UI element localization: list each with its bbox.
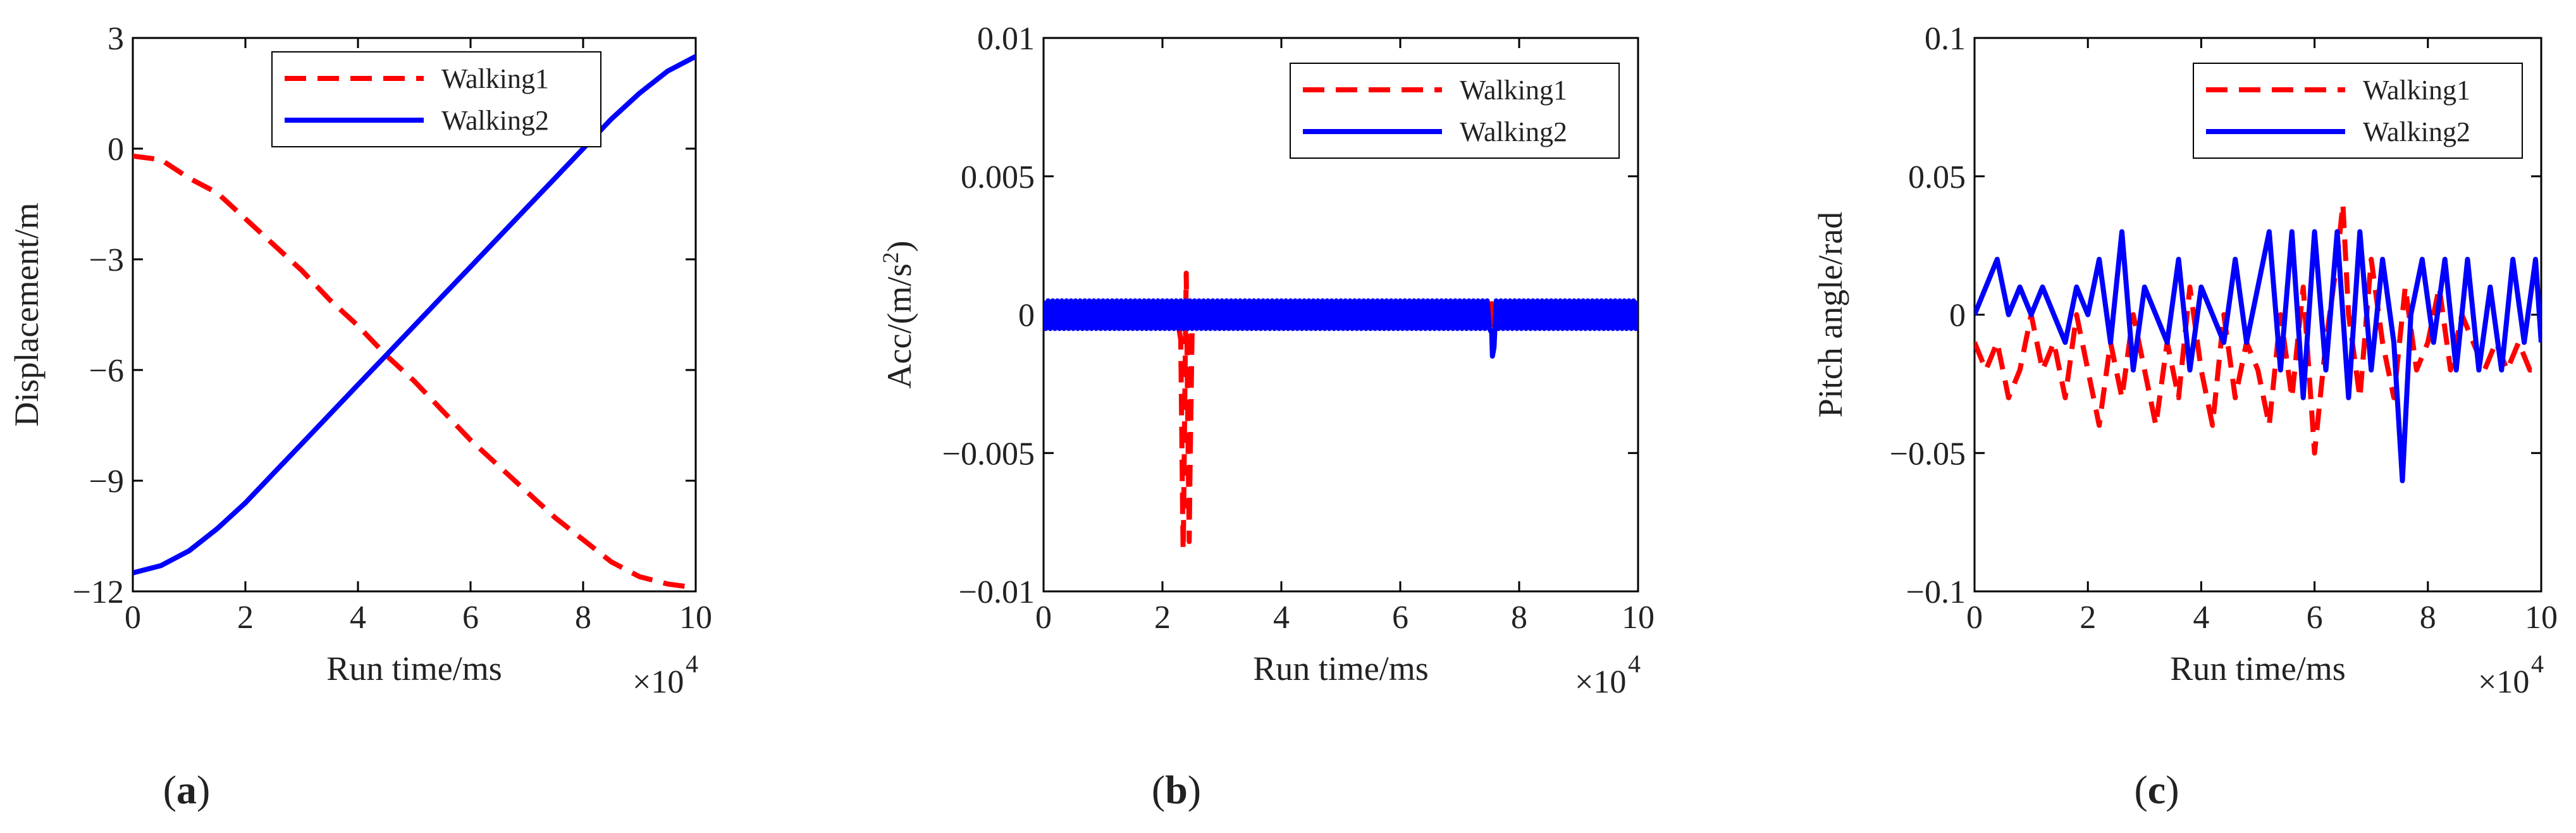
series-group <box>133 54 696 591</box>
y-axis-label-sup: 2 <box>878 252 903 264</box>
legend-label: Walking1 <box>2363 75 2470 106</box>
chart-panel-b: 0 2 4 6 8 10 0.01 0.005 0 −0.005 −0.01 Run time/ms ×… <box>878 21 1655 812</box>
series-line-walking1 <box>133 153 696 591</box>
legend-label: Walking1 <box>441 63 549 94</box>
x-multiplier: ×10 <box>2478 664 2529 700</box>
caption-letter: b <box>1165 767 1188 812</box>
series-group <box>1975 201 2541 483</box>
x-tick-label: 4 <box>1273 600 1290 636</box>
caption-close-paren: ) <box>197 767 210 812</box>
legend-box <box>2193 63 2523 159</box>
x-tick-label: 4 <box>350 600 366 636</box>
y-tick-label: −6 <box>89 353 124 389</box>
x-tick-label: 8 <box>2420 600 2436 636</box>
y-tick-label: 0.01 <box>977 21 1035 57</box>
panel-caption: (c) <box>2134 767 2179 812</box>
y-tick-label: −0.005 <box>942 436 1035 472</box>
y-tick-label: 0.1 <box>1925 21 1966 57</box>
series-line-walking1 <box>1975 201 2541 456</box>
panel-caption: (a) <box>163 767 211 812</box>
x-tick-label: 8 <box>575 600 591 636</box>
x-tick-label: 10 <box>2525 600 2558 636</box>
legend-label: Walking2 <box>2363 116 2470 147</box>
x-multiplier-exponent: 4 <box>2531 650 2544 678</box>
x-multiplier: ×10 <box>632 664 684 700</box>
y-tick-label: −9 <box>89 464 124 500</box>
legend-label: Walking2 <box>441 105 549 136</box>
y-tick-label: 0 <box>108 132 124 168</box>
x-tick-label: 0 <box>1966 600 1983 636</box>
y-tick-label: 0.05 <box>1908 159 1966 195</box>
y-axis-label: Displacement/m <box>8 203 46 427</box>
x-tick-label: 0 <box>125 600 141 636</box>
y-axis-label-main: Acc/(m/s <box>880 264 918 389</box>
x-tick-label: 8 <box>1511 600 1527 636</box>
x-tick-label: 2 <box>2080 600 2096 636</box>
plot-frame <box>132 37 697 593</box>
series-line-walking2 <box>1044 298 1638 359</box>
caption-open-paren: ( <box>163 767 176 812</box>
y-tick-label: −12 <box>73 574 124 610</box>
x-multiplier-exponent: 4 <box>1628 650 1641 678</box>
y-tick-label: 3 <box>108 21 124 57</box>
series-group <box>1044 270 1638 553</box>
x-axis-label: Run time/ms <box>1253 650 1429 688</box>
y-axis-label-end: ) <box>880 241 918 252</box>
x-tick-label: 6 <box>1392 600 1408 636</box>
x-tick-label: 6 <box>2307 600 2323 636</box>
y-tick-label: 0.005 <box>961 159 1035 195</box>
y-tick-label: −3 <box>89 242 124 278</box>
legend-label: Walking1 <box>1460 75 1567 106</box>
legend-box <box>1290 63 1620 159</box>
y-tick-label: 0 <box>1949 298 1966 334</box>
series-line-walking2 <box>133 54 696 576</box>
x-axis-label: Run time/ms <box>326 650 502 688</box>
x-tick-label: 10 <box>679 600 712 636</box>
y-tick-label: −0.01 <box>959 574 1035 610</box>
x-tick-label: 6 <box>462 600 479 636</box>
series-line-walking2 <box>1975 229 2541 483</box>
panel-caption: (b) <box>1152 767 1201 812</box>
x-tick-label: 4 <box>2193 600 2209 636</box>
caption-close-paren: ) <box>2166 767 2179 812</box>
x-tick-label: 10 <box>1622 600 1655 636</box>
caption-letter: a <box>176 767 197 812</box>
y-tick-label: −0.1 <box>1906 574 1966 610</box>
legend-label: Walking2 <box>1460 116 1567 147</box>
x-tick-label: 2 <box>1154 600 1171 636</box>
y-tick-label: −0.05 <box>1890 436 1966 472</box>
y-axis-label: Pitch angle/rad <box>1811 212 1849 417</box>
x-tick-label: 2 <box>237 600 254 636</box>
caption-open-paren: ( <box>2134 767 2147 812</box>
y-axis-label: Acc/(m/s2) <box>878 241 918 389</box>
x-axis-label: Run time/ms <box>2170 650 2346 688</box>
caption-letter: c <box>2148 767 2166 812</box>
x-multiplier: ×10 <box>1575 664 1626 700</box>
x-tick-label: 0 <box>1035 600 1052 636</box>
y-tick-label: 0 <box>1018 298 1035 334</box>
caption-open-paren: ( <box>1152 767 1165 812</box>
x-multiplier-exponent: 4 <box>686 650 698 678</box>
legend-box <box>271 51 601 147</box>
caption-close-paren: ) <box>1188 767 1201 812</box>
